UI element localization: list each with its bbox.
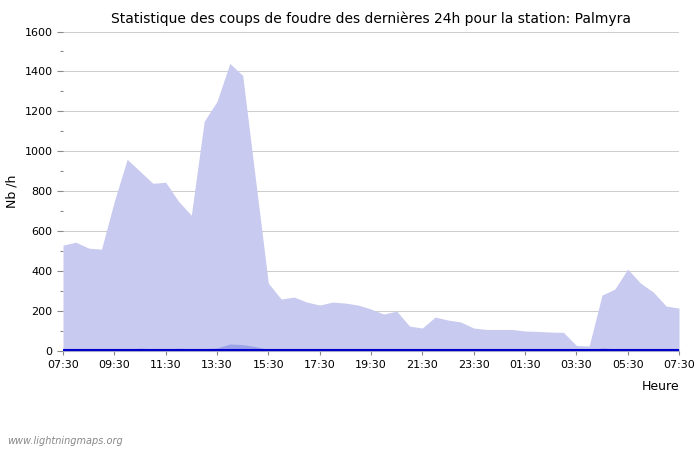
Title: Statistique des coups de foudre des dernières 24h pour la station: Palmyra: Statistique des coups de foudre des dern… — [111, 12, 631, 26]
Text: Heure: Heure — [641, 380, 679, 393]
Y-axis label: Nb /h: Nb /h — [6, 175, 19, 208]
Text: www.lightningmaps.org: www.lightningmaps.org — [7, 436, 122, 446]
